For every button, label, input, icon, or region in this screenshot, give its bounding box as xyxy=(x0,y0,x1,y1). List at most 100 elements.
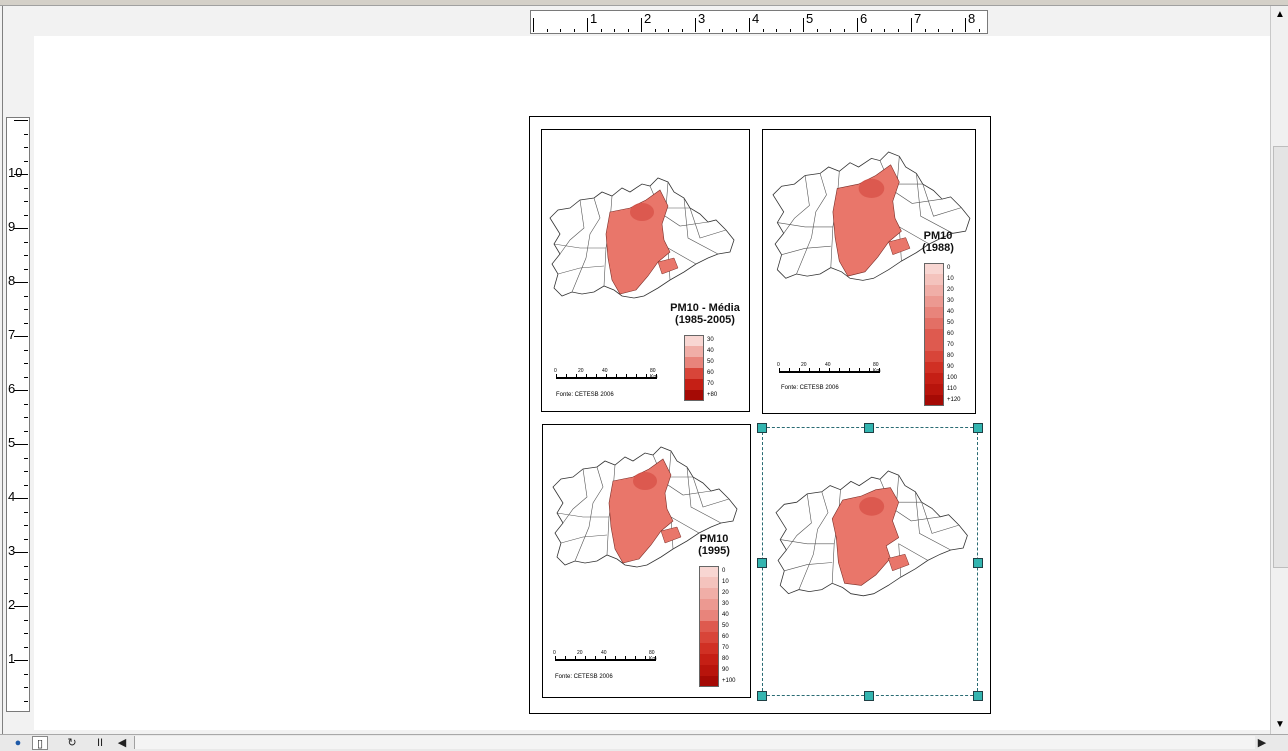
ruler-tick xyxy=(762,29,764,32)
ruler-tick xyxy=(722,29,723,32)
legend-item: 0 xyxy=(699,566,736,577)
map-frame-media[interactable]: PM10 - Média (1985-2005) 30 40 50 60 70 +80 0… xyxy=(541,129,750,412)
ruler-tick xyxy=(614,29,615,32)
ruler-tick xyxy=(654,29,656,32)
ruler-tick xyxy=(870,29,872,32)
horizontal-scrollbar[interactable] xyxy=(134,736,1255,749)
ruler-tick xyxy=(965,18,966,32)
legend-label: 60 xyxy=(722,634,729,640)
legend-label: 50 xyxy=(707,359,714,365)
resize-handle-sw[interactable] xyxy=(757,691,767,701)
ruler-tick xyxy=(735,29,737,32)
resize-handle-nw[interactable] xyxy=(757,423,767,433)
legend-swatch xyxy=(924,274,944,285)
page-view-icon[interactable]: ▯ xyxy=(32,736,48,750)
scale-tick xyxy=(779,368,780,373)
ruler-tick xyxy=(668,29,669,32)
scale-tick xyxy=(626,374,627,379)
globe-icon[interactable]: ● xyxy=(14,737,22,749)
ruler-tick xyxy=(24,619,28,621)
municipal-boundary xyxy=(780,539,835,545)
scale-tick xyxy=(596,374,597,379)
pollution-surface xyxy=(888,237,911,256)
municipal-boundary xyxy=(922,184,962,217)
resize-handle-w[interactable] xyxy=(757,558,767,568)
legend-item: 20 xyxy=(699,588,736,599)
municipal-boundary xyxy=(783,175,810,234)
ruler-tick xyxy=(24,525,28,526)
legend-item: +80 xyxy=(684,390,717,401)
legend-label: 70 xyxy=(722,645,729,651)
ruler-tick xyxy=(627,29,629,32)
resize-handle-e[interactable] xyxy=(973,558,983,568)
municipal-boundary xyxy=(559,199,585,255)
legend-swatch xyxy=(924,263,944,274)
scrollbar-thumb[interactable] xyxy=(1273,146,1288,568)
ruler-tick xyxy=(573,29,575,32)
scroll-down-icon[interactable]: ▼ xyxy=(1275,719,1285,730)
source-note: Fonte: CETESB 2006 xyxy=(781,385,839,391)
legend-item: 50 xyxy=(924,318,961,329)
legend-label: 30 xyxy=(707,337,714,343)
municipal-boundary xyxy=(689,207,727,239)
ruler-tick xyxy=(14,336,28,337)
ruler-tick xyxy=(14,282,28,283)
scale-label: 40 xyxy=(601,650,607,656)
legend-swatch xyxy=(699,632,719,643)
municipal-boundary xyxy=(777,222,833,228)
pollution-surface xyxy=(832,164,902,277)
scale-tick xyxy=(585,656,586,661)
ruler-tick xyxy=(14,390,28,391)
municipal-boundary xyxy=(786,493,812,551)
scale-tick xyxy=(606,374,607,379)
legend-swatch xyxy=(924,285,944,296)
horizontal-ruler[interactable]: 1 2 3 4 5 6 7 8 xyxy=(530,10,988,34)
hotspot xyxy=(633,472,657,490)
legend-label: 30 xyxy=(947,298,954,304)
scale-label: 40 xyxy=(825,362,831,368)
legend-label: 80 xyxy=(722,656,729,662)
ruler-tick xyxy=(24,268,28,270)
scale-label: 20 xyxy=(801,362,807,368)
resize-handle-se[interactable] xyxy=(973,691,983,701)
legend-swatch xyxy=(924,307,944,318)
legend-swatch xyxy=(924,318,944,329)
map-frame-1988[interactable]: PM10 (1988) 0 10 20 30 40 50 60 70 80 90 100 110 +12… xyxy=(762,129,976,414)
resize-handle-s[interactable] xyxy=(864,691,874,701)
vertical-ruler[interactable]: 10 9 8 7 6 5 4 3 2 1 xyxy=(6,117,30,712)
ruler-tick xyxy=(24,376,28,378)
resize-handle-ne[interactable] xyxy=(973,423,983,433)
scroll-up-icon[interactable]: ▲ xyxy=(1275,9,1285,20)
vertical-scrollbar[interactable]: ▲ ▼ xyxy=(1270,6,1288,734)
legend-item: 70 xyxy=(684,379,717,390)
legend-item: 60 xyxy=(699,632,736,643)
legend-item: 70 xyxy=(699,643,736,654)
map-1995 xyxy=(552,446,738,568)
municipal-boundary xyxy=(781,245,831,255)
resize-handle-n[interactable] xyxy=(864,423,874,433)
ruler-tick xyxy=(24,295,28,297)
pause-icon[interactable]: II xyxy=(96,737,104,749)
municipal-boundary xyxy=(560,534,608,544)
legend-swatch xyxy=(699,588,719,599)
scroll-right-icon[interactable]: ▶ xyxy=(1257,737,1267,749)
legend-label: 100 xyxy=(947,375,958,381)
ruler-tick xyxy=(14,660,28,661)
legend-label: 90 xyxy=(947,364,954,370)
legend-swatch xyxy=(699,610,719,621)
municipal-boundary xyxy=(796,173,827,275)
ruler-label: 10 xyxy=(8,165,23,180)
scroll-left-icon[interactable]: ◀ xyxy=(117,737,127,749)
map-frame-1995[interactable]: PM10 (1995) 0 10 20 30 40 50 60 70 80 90 +100 0 20 4… xyxy=(542,424,751,698)
selection-box[interactable] xyxy=(762,427,978,696)
bottom-toolbar: ● ▯ ↻ II ◀ ▶ xyxy=(0,734,1288,751)
legend-item: 40 xyxy=(699,610,736,621)
pollution-surface xyxy=(887,553,910,572)
ruler-tick xyxy=(857,18,858,32)
scale-tick xyxy=(635,656,636,661)
ruler-tick xyxy=(24,457,28,459)
ruler-tick xyxy=(911,18,912,32)
refresh-icon[interactable]: ↻ xyxy=(67,737,77,749)
map-frame-selected[interactable] xyxy=(762,427,976,694)
ruler-tick xyxy=(24,403,28,405)
